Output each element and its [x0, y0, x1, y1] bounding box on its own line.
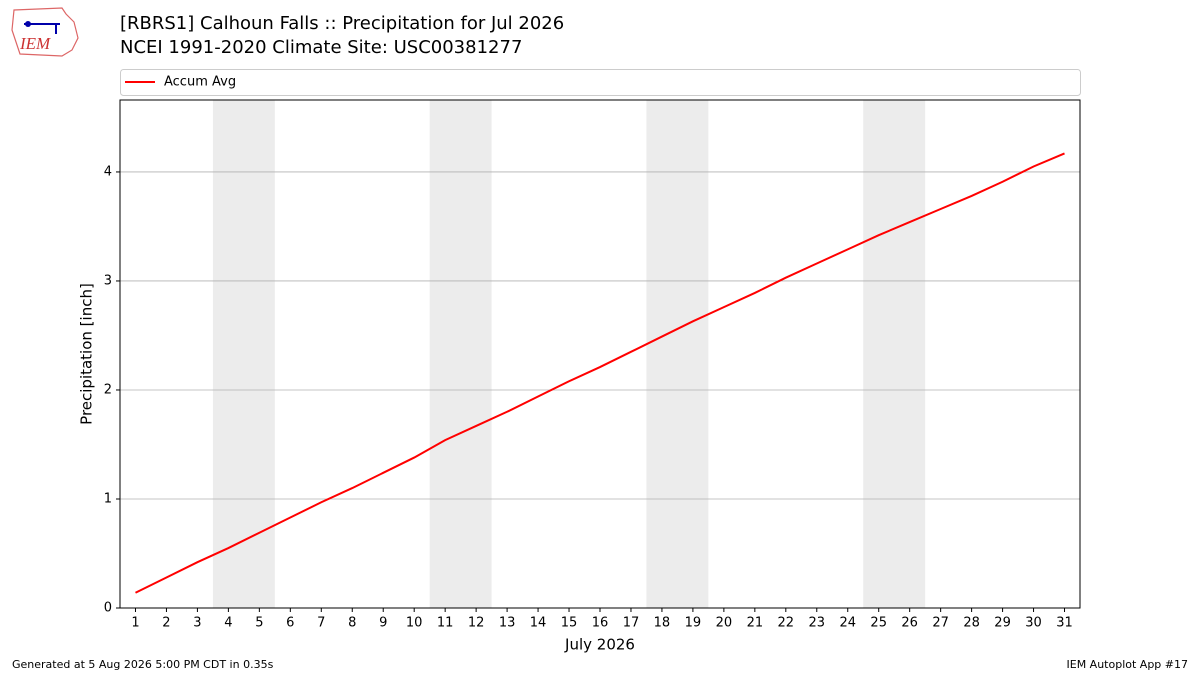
legend-label: Accum Avg [164, 75, 236, 90]
x-tick-label: 11 [437, 616, 454, 631]
footer-left: Generated at 5 Aug 2026 5:00 PM CDT in 0… [12, 658, 274, 671]
y-tick-label: 3 [104, 273, 112, 288]
plot-frame [119, 99, 1081, 609]
x-tick-label: 24 [839, 616, 856, 631]
y-tick-label: 1 [104, 491, 112, 506]
y-tick-label: 4 [104, 164, 112, 179]
x-tick-label: 19 [685, 616, 702, 631]
x-tick-label: 8 [348, 616, 356, 631]
x-tick-label: 1 [131, 616, 139, 631]
x-tick-label: 2 [162, 616, 170, 631]
x-axis-label: July 2026 [564, 636, 635, 654]
x-tick-label: 31 [1056, 616, 1073, 631]
series-line [135, 152, 1065, 594]
x-tick-label: 23 [809, 616, 826, 631]
x-tick-label: 25 [870, 616, 887, 631]
weekend-band [212, 100, 275, 608]
y-axis-label: Precipitation [inch] [78, 283, 96, 425]
x-tick-label: 3 [193, 616, 201, 631]
weekend-band [863, 100, 926, 608]
x-tick-label: 5 [255, 616, 263, 631]
x-tick-label: 21 [747, 616, 764, 631]
y-tick-label: 0 [104, 601, 112, 616]
logo-text: IEM [19, 34, 51, 53]
x-tick-label: 26 [901, 616, 918, 631]
x-tick-label: 6 [286, 616, 294, 631]
x-tick-label: 4 [224, 616, 232, 631]
x-tick-label: 16 [592, 616, 609, 631]
x-tick-label: 12 [468, 616, 485, 631]
x-tick-label: 28 [963, 616, 980, 631]
x-tick-label: 30 [1025, 616, 1042, 631]
footer-right: IEM Autoplot App #17 [1067, 658, 1189, 671]
x-tick-label: 18 [654, 616, 671, 631]
x-tick-label: 7 [317, 616, 325, 631]
x-tick-label: 20 [716, 616, 733, 631]
x-tick-label: 27 [932, 616, 949, 631]
chart-title: [RBRS1] Calhoun Falls :: Precipitation f… [120, 13, 564, 34]
y-tick-label: 2 [104, 382, 112, 397]
logo: IEM [11, 7, 79, 57]
x-tick-label: 9 [379, 616, 387, 631]
x-tick-label: 17 [623, 616, 640, 631]
x-tick-label: 13 [499, 616, 516, 631]
x-tick-label: 10 [406, 616, 423, 631]
chart-subtitle: NCEI 1991-2020 Climate Site: USC00381277 [120, 37, 522, 58]
weekend-band [646, 100, 709, 608]
x-tick-label: 29 [994, 616, 1011, 631]
weekend-band [429, 100, 492, 608]
x-tick-label: 22 [778, 616, 795, 631]
x-tick-label: 15 [561, 616, 578, 631]
x-tick-label: 14 [530, 616, 547, 631]
legend-box [120, 69, 1081, 96]
